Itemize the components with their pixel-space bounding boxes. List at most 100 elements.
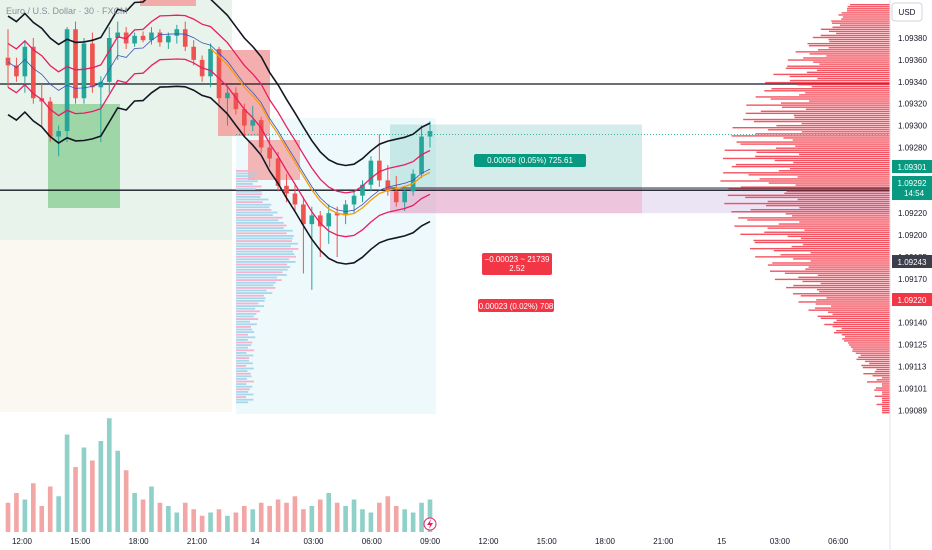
- candle[interactable]: [225, 92, 230, 99]
- candle[interactable]: [351, 195, 357, 205]
- price-axis[interactable]: 1.09380 1.09360 1.09340 1.09320 1.09300 1.092…: [889, 0, 932, 550]
- session-profile-bar: [236, 388, 250, 391]
- candle[interactable]: [393, 191, 399, 203]
- price-tick-label: 1.09200: [898, 231, 927, 240]
- candle[interactable]: [5, 57, 11, 66]
- volume-profile-bar: [740, 186, 890, 188]
- session-profile-bar: [236, 352, 247, 354]
- volume-profile-bar: [771, 88, 890, 90]
- candle[interactable]: [233, 92, 239, 110]
- time-tick-label: 15:00: [537, 537, 558, 546]
- volume-profile-bar: [841, 327, 890, 330]
- lower-inner-band: [7, 58, 431, 238]
- plot-area[interactable]: [0, 0, 890, 532]
- candle[interactable]: [402, 191, 408, 203]
- volume-profile-bar: [855, 352, 890, 354]
- candle[interactable]: [309, 215, 315, 225]
- session-profile-bar: [236, 235, 294, 237]
- session-profile-bar: [236, 242, 298, 245]
- candle[interactable]: [14, 65, 19, 77]
- currency-button[interactable]: USD: [891, 2, 923, 22]
- candle[interactable]: [30, 46, 36, 99]
- volume-profile-bar: [784, 192, 890, 194]
- candle[interactable]: [241, 109, 247, 126]
- candle[interactable]: [326, 213, 332, 227]
- candle[interactable]: [216, 48, 222, 99]
- volume-profile-bar: [882, 405, 890, 408]
- candle[interactable]: [81, 43, 87, 99]
- candle[interactable]: [182, 29, 188, 47]
- candle[interactable]: [377, 160, 382, 181]
- candle[interactable]: [191, 46, 197, 60]
- volume-profile-bar: [745, 112, 890, 115]
- candle[interactable]: [250, 120, 256, 126]
- entry-label[interactable]: −0.00023 ~ 21739 2.52: [482, 253, 552, 275]
- volume-profile-bar: [803, 57, 890, 59]
- candle[interactable]: [115, 32, 121, 38]
- candle[interactable]: [343, 204, 348, 216]
- volume-profile-bar: [828, 47, 890, 49]
- candle[interactable]: [267, 147, 272, 159]
- candle[interactable]: [174, 29, 180, 36]
- volume-profile-bar: [786, 286, 890, 289]
- candle[interactable]: [410, 173, 416, 192]
- candle[interactable]: [275, 158, 281, 186]
- candle[interactable]: [284, 185, 289, 194]
- candle[interactable]: [334, 213, 340, 216]
- candle[interactable]: [140, 35, 146, 41]
- session-profile-bar: [236, 336, 256, 339]
- volume-profile-bar: [724, 149, 890, 151]
- session-profile-bar: [236, 227, 284, 229]
- volume-profile-bar: [736, 141, 890, 143]
- stop-label[interactable]: 0.00023 (0.02%) 708: [478, 299, 554, 312]
- volume-bar: [419, 502, 424, 532]
- volume-profile-bar: [844, 336, 890, 338]
- volume-bar: [73, 467, 78, 532]
- upper-band: [7, 0, 431, 167]
- candle[interactable]: [368, 160, 374, 185]
- volume-profile-bar: [734, 225, 890, 227]
- candle[interactable]: [427, 131, 433, 137]
- candle[interactable]: [47, 101, 53, 137]
- candle[interactable]: [385, 180, 391, 192]
- volume-bar: [149, 486, 154, 532]
- candle[interactable]: [64, 29, 70, 132]
- candle[interactable]: [132, 35, 137, 44]
- candle[interactable]: [22, 46, 28, 77]
- volume-bar: [174, 512, 180, 532]
- volume-profile-bar: [754, 241, 890, 244]
- candle[interactable]: [98, 81, 104, 88]
- candle[interactable]: [317, 215, 323, 227]
- candle[interactable]: [106, 38, 112, 82]
- volume-profile-bar: [798, 276, 890, 279]
- price-tick-label: 1.09113: [898, 363, 927, 372]
- candle[interactable]: [208, 48, 213, 77]
- session-profile-bar: [236, 339, 248, 341]
- candle[interactable]: [73, 29, 78, 99]
- candle[interactable]: [157, 32, 163, 43]
- volume-bar: [402, 509, 408, 532]
- candle[interactable]: [292, 193, 298, 205]
- volume-profile-bar: [776, 124, 890, 127]
- session-profile-bar: [236, 206, 270, 209]
- candle[interactable]: [149, 32, 154, 41]
- volume-profile-bar: [795, 51, 890, 53]
- target-label[interactable]: 0.00058 (0.05%) 725.61: [474, 154, 586, 167]
- candle[interactable]: [258, 120, 264, 148]
- candle[interactable]: [166, 35, 171, 43]
- session-profile-bar: [236, 183, 253, 185]
- loss-zone[interactable]: [390, 188, 642, 214]
- candle[interactable]: [301, 204, 306, 225]
- candle[interactable]: [360, 184, 365, 196]
- volume-profile-bar: [740, 233, 890, 235]
- volume-profile-bar: [860, 354, 890, 356]
- volume-profile-bar: [731, 135, 890, 137]
- candle[interactable]: [56, 131, 61, 137]
- volume-profile-bar: [858, 356, 890, 358]
- time-tick-label: 18:00: [595, 537, 616, 546]
- candle[interactable]: [90, 43, 95, 88]
- time-axis[interactable]: 12:00 15:00 18:00 21:00 14 03:00 06:00 09:00 12:…: [12, 537, 849, 546]
- lightning-icon[interactable]: [423, 517, 437, 531]
- session-profile-bar: [236, 172, 257, 175]
